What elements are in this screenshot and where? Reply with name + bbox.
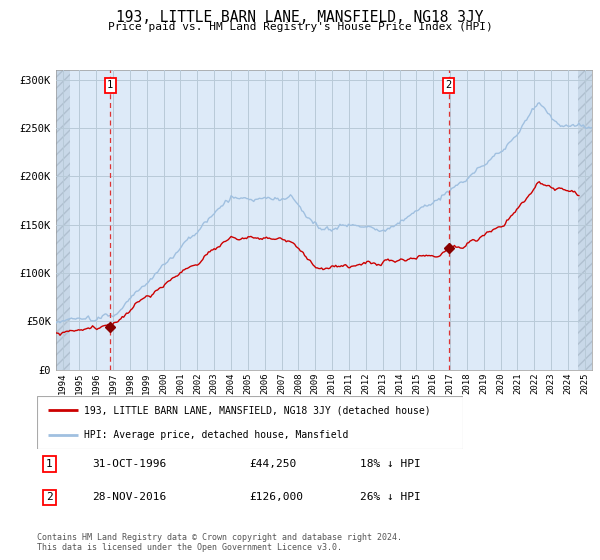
Text: 2: 2 [446, 81, 452, 91]
Text: 26% ↓ HPI: 26% ↓ HPI [360, 492, 421, 502]
Bar [56, 70, 70, 370]
Text: HPI: Average price, detached house, Mansfield: HPI: Average price, detached house, Mans… [84, 430, 349, 440]
Bar [578, 70, 592, 370]
Text: £126,000: £126,000 [250, 492, 304, 502]
Text: £44,250: £44,250 [250, 459, 297, 469]
Text: Price paid vs. HM Land Registry's House Price Index (HPI): Price paid vs. HM Land Registry's House … [107, 22, 493, 32]
Text: 1: 1 [46, 459, 53, 469]
Text: 18% ↓ HPI: 18% ↓ HPI [360, 459, 421, 469]
Text: This data is licensed under the Open Government Licence v3.0.: This data is licensed under the Open Gov… [37, 543, 342, 552]
Text: 28-NOV-2016: 28-NOV-2016 [92, 492, 167, 502]
Text: 193, LITTLE BARN LANE, MANSFIELD, NG18 3JY: 193, LITTLE BARN LANE, MANSFIELD, NG18 3… [116, 10, 484, 25]
Text: 2: 2 [46, 492, 53, 502]
Text: 1: 1 [107, 81, 113, 91]
Text: Contains HM Land Registry data © Crown copyright and database right 2024.: Contains HM Land Registry data © Crown c… [37, 533, 402, 542]
Text: 193, LITTLE BARN LANE, MANSFIELD, NG18 3JY (detached house): 193, LITTLE BARN LANE, MANSFIELD, NG18 3… [84, 405, 431, 416]
Text: 31-OCT-1996: 31-OCT-1996 [92, 459, 167, 469]
